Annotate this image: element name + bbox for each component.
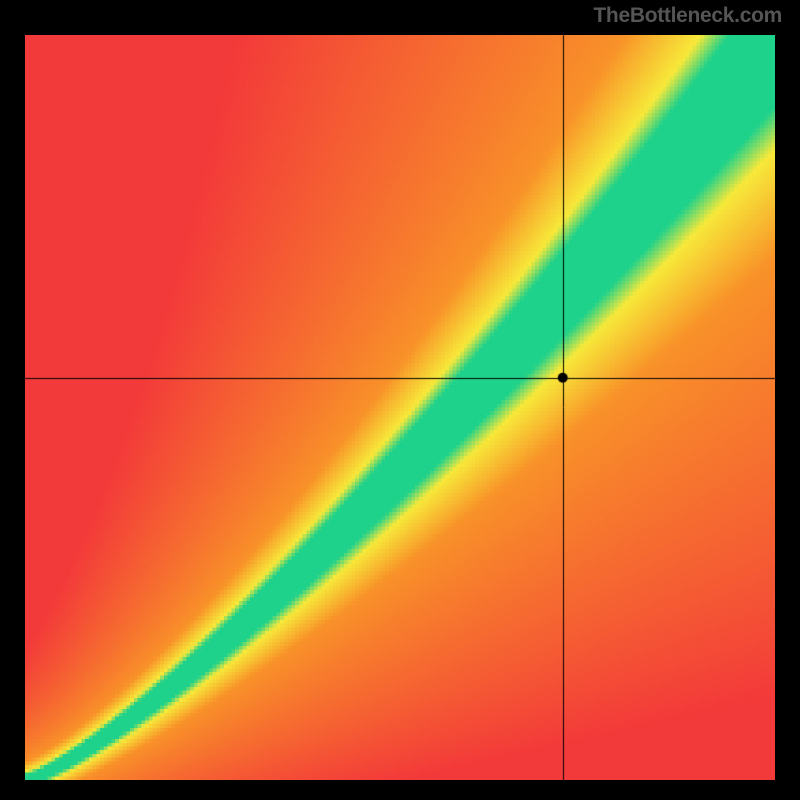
chart-container: { "watermark": { "text": "TheBottleneck.… — [0, 0, 800, 800]
crosshair-overlay — [0, 0, 800, 800]
watermark-text: TheBottleneck.com — [593, 4, 782, 28]
